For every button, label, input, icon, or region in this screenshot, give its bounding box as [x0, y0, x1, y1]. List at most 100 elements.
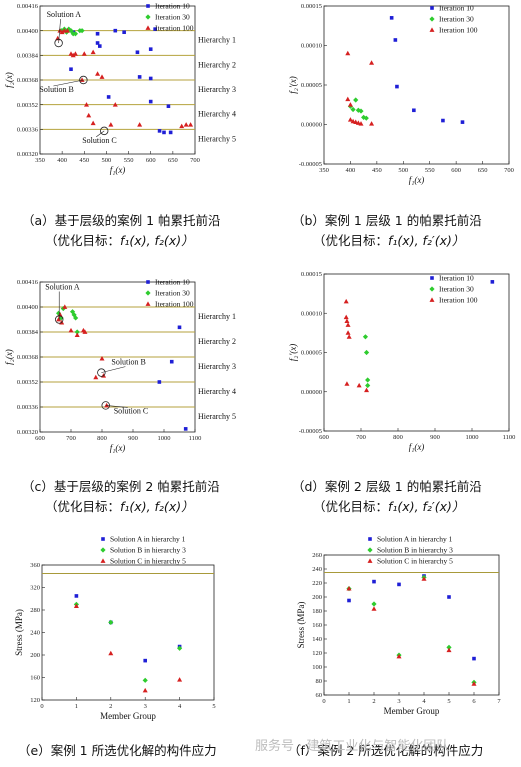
- legend-label: Iteration 10: [439, 4, 474, 13]
- data-point: [81, 51, 87, 56]
- x-tick-label: 400: [346, 167, 356, 174]
- y-tick-label: 0.00368: [17, 354, 38, 361]
- y-tick-label: -0.00005: [299, 161, 322, 168]
- data-point: [157, 129, 162, 133]
- data-point: [122, 30, 126, 35]
- data-point: [369, 60, 375, 65]
- data-point: [179, 123, 185, 129]
- x-tick-label: 3: [397, 698, 400, 705]
- x-tick-label: 800: [97, 435, 107, 442]
- caption-c-objectives: f₁(x), f₂(x)）: [120, 499, 194, 514]
- data-point: [347, 102, 353, 107]
- legend-marker: [430, 276, 434, 280]
- y-tick-label: 0.00010: [301, 310, 322, 317]
- data-point: [90, 49, 96, 55]
- legend: Solution A in hierarchy 1 Solution B in h…: [100, 535, 186, 566]
- x-tick-label: 900: [128, 435, 138, 442]
- data-point: [148, 99, 153, 104]
- caption-b-line1: （b）案例 1 层级 1 的帕累托前沿: [292, 213, 482, 228]
- data-point: [72, 31, 79, 37]
- series-solution-c-in-hierarchy-5: [73, 603, 183, 693]
- data-point: [396, 653, 402, 659]
- data-point: [148, 76, 153, 81]
- data-point: [346, 334, 352, 339]
- chart-e-svg: 0 1 2 3 4 5 120 160 200 240 280 320 360 Member Group S…: [14, 535, 216, 722]
- legend: Iteration 10 Iteration 30 Iteration 100: [429, 274, 478, 305]
- legend: Iteration 10 Iteration 30 Iteration 100: [145, 2, 194, 33]
- data-point: [62, 304, 68, 309]
- x-tick-label: 5: [447, 698, 450, 705]
- data-point: [371, 601, 377, 607]
- hierarchy-label: Hierarchy 2: [198, 337, 236, 346]
- caption-a-line2: （优化目标：f₁(x), f₂(x)）: [45, 232, 194, 249]
- data-point: [471, 681, 477, 686]
- data-point: [95, 31, 100, 36]
- x-tick-label: 650: [478, 167, 488, 174]
- annotation-leader: [53, 79, 84, 87]
- chart-d-svg: 600 700 800 900 1000 1100 -0.00005 0.00000 0.000…: [288, 271, 515, 452]
- legend-label: Solution B in hierarchy 3: [110, 546, 186, 555]
- data-point: [59, 29, 65, 35]
- chart-c-svg: Hierarchy 1 Hierarchy 2 Hierarchy 3 Hierarc…: [4, 278, 236, 454]
- y-tick-label: 0.00336: [17, 404, 39, 411]
- y-tick-label: 0.00000: [301, 389, 322, 396]
- x-tick-label: 7: [497, 698, 501, 705]
- legend-marker: [367, 558, 373, 563]
- solution-marker: [97, 368, 106, 377]
- legend-label: Solution C in hierarchy 5: [377, 557, 453, 566]
- legend-marker: [145, 301, 151, 306]
- y-axis-label: Stress (MPa): [296, 602, 306, 649]
- data-point: [86, 112, 92, 118]
- data-point: [68, 327, 74, 333]
- x-axis-label: f₁(x): [409, 442, 425, 452]
- x-tick-label: 550: [124, 157, 134, 164]
- solution-label: Solution A: [45, 283, 80, 292]
- legend-marker: [430, 6, 434, 10]
- data-point: [441, 118, 445, 123]
- data-point: [56, 316, 62, 322]
- caption-a-prefix: （优化目标：: [45, 233, 121, 248]
- legend-label: Iteration 30: [439, 15, 474, 24]
- y-tick-label: 0.00352: [17, 102, 38, 109]
- legend-marker: [146, 280, 150, 284]
- data-point: [365, 377, 371, 383]
- data-point: [353, 97, 359, 103]
- series-solution-a-in-hierarchy-1: [347, 574, 476, 661]
- x-tick-label: 2: [109, 703, 112, 710]
- series-iteration-30: [347, 97, 369, 121]
- x-tick-label: 4: [422, 698, 426, 705]
- series-iteration-100: [55, 28, 194, 129]
- x-tick-label: 0: [40, 703, 43, 710]
- data-point: [79, 28, 85, 34]
- data-point: [177, 677, 183, 682]
- series-iteration-100: [56, 304, 110, 408]
- legend-label: Iteration 30: [155, 289, 190, 298]
- data-point: [64, 28, 70, 33]
- x-tick-label: 5: [212, 703, 215, 710]
- annotation-leader: [58, 18, 61, 44]
- data-point: [345, 330, 351, 335]
- y-tick-label: 0.00352: [17, 379, 38, 386]
- data-point: [95, 41, 100, 45]
- y-tick-label: 220: [312, 580, 322, 587]
- hierarchy-label: Hierarchy 5: [198, 134, 236, 143]
- caption-b-prefix: （优化目标：: [313, 233, 389, 248]
- legend: Iteration 10 Iteration 30 Iteration 100: [429, 4, 478, 35]
- legend-marker: [429, 297, 435, 302]
- data-point: [90, 120, 96, 126]
- data-point: [166, 104, 171, 109]
- x-tick-label: 1100: [189, 435, 202, 442]
- y-tick-label: 0.00010: [301, 43, 322, 50]
- legend-marker: [145, 290, 151, 296]
- x-tick-label: 350: [35, 157, 45, 164]
- y-tick-label: 120: [312, 650, 322, 657]
- x-tick-label: 1000: [466, 434, 479, 441]
- caption-a-line1: （a）基于层级的案例 1 帕累托前沿: [22, 213, 221, 228]
- y-tick-label: 180: [312, 608, 322, 615]
- y-tick-label: 0.00368: [17, 77, 38, 84]
- data-point: [362, 334, 369, 340]
- x-tick-label: 700: [356, 434, 366, 441]
- y-tick-label: 0.00000: [301, 122, 322, 129]
- data-point: [108, 619, 114, 625]
- data-point: [168, 130, 173, 135]
